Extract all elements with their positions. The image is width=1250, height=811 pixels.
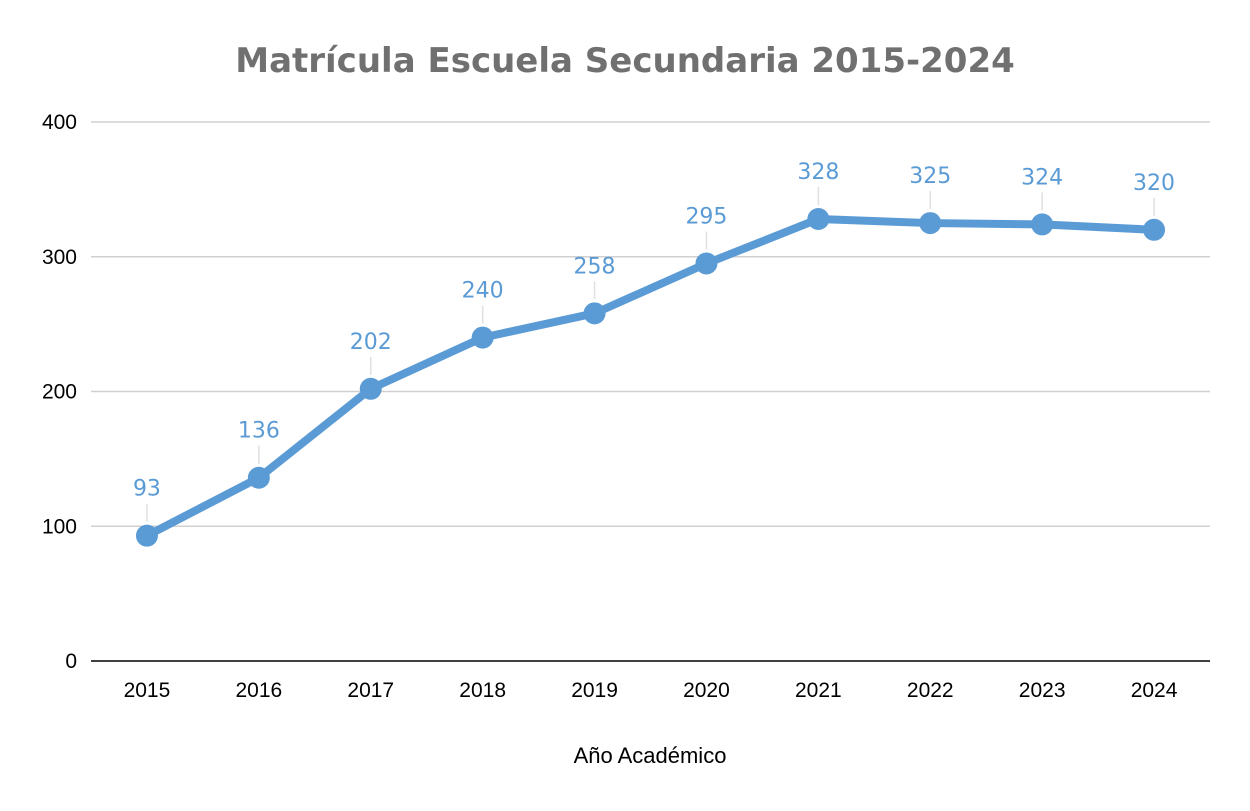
chart-title: Matrícula Escuela Secundaria 2015-2024	[235, 41, 1015, 81]
data-label: 324	[1021, 165, 1063, 190]
y-axis-tick-labels: 0 100 200 300 400	[42, 111, 77, 673]
data-point	[135, 524, 158, 547]
x-tick-label: 2016	[235, 679, 282, 702]
data-point	[695, 252, 718, 275]
gridlines	[91, 121, 1210, 662]
data-label: 320	[1133, 171, 1175, 196]
data-label: 240	[462, 279, 504, 304]
x-tick-label: 2024	[1131, 679, 1178, 702]
data-label-leaders	[146, 187, 1155, 522]
series-line	[142, 215, 1159, 540]
series-layer	[135, 208, 1166, 547]
y-tick-label: 200	[42, 381, 77, 404]
data-label: 93	[133, 477, 161, 502]
y-tick-label: 0	[65, 650, 77, 673]
data-label: 258	[574, 254, 616, 279]
data-point	[247, 466, 270, 489]
x-tick-label: 2017	[347, 679, 394, 702]
data-point	[359, 377, 382, 400]
x-tick-label: 2023	[1019, 679, 1066, 702]
data-labels: 93 136 202 240 258 295 328 325 324 320	[133, 160, 1175, 502]
x-tick-label: 2021	[795, 679, 842, 702]
data-point	[1143, 218, 1166, 241]
data-label: 325	[909, 164, 951, 189]
data-point	[471, 326, 494, 349]
y-tick-label: 400	[42, 111, 77, 134]
data-point	[807, 208, 830, 231]
x-tick-label: 2018	[459, 679, 506, 702]
data-label: 202	[350, 330, 392, 355]
data-point	[583, 302, 606, 325]
data-point	[1031, 213, 1054, 236]
data-point	[919, 212, 942, 235]
x-tick-label: 2019	[571, 679, 618, 702]
data-label: 136	[238, 419, 280, 444]
x-tick-label: 2020	[683, 679, 730, 702]
x-axis-tick-labels: 2015 2016 2017 2018 2019 2020 2021 2022 2023 2024	[124, 679, 1178, 702]
y-tick-label: 100	[42, 515, 77, 538]
x-tick-label: 2022	[907, 679, 954, 702]
x-axis-title: Año Académico	[574, 743, 727, 768]
y-tick-label: 300	[42, 246, 77, 269]
data-label: 328	[797, 160, 839, 185]
x-tick-label: 2015	[124, 679, 171, 702]
data-label: 295	[685, 204, 727, 229]
